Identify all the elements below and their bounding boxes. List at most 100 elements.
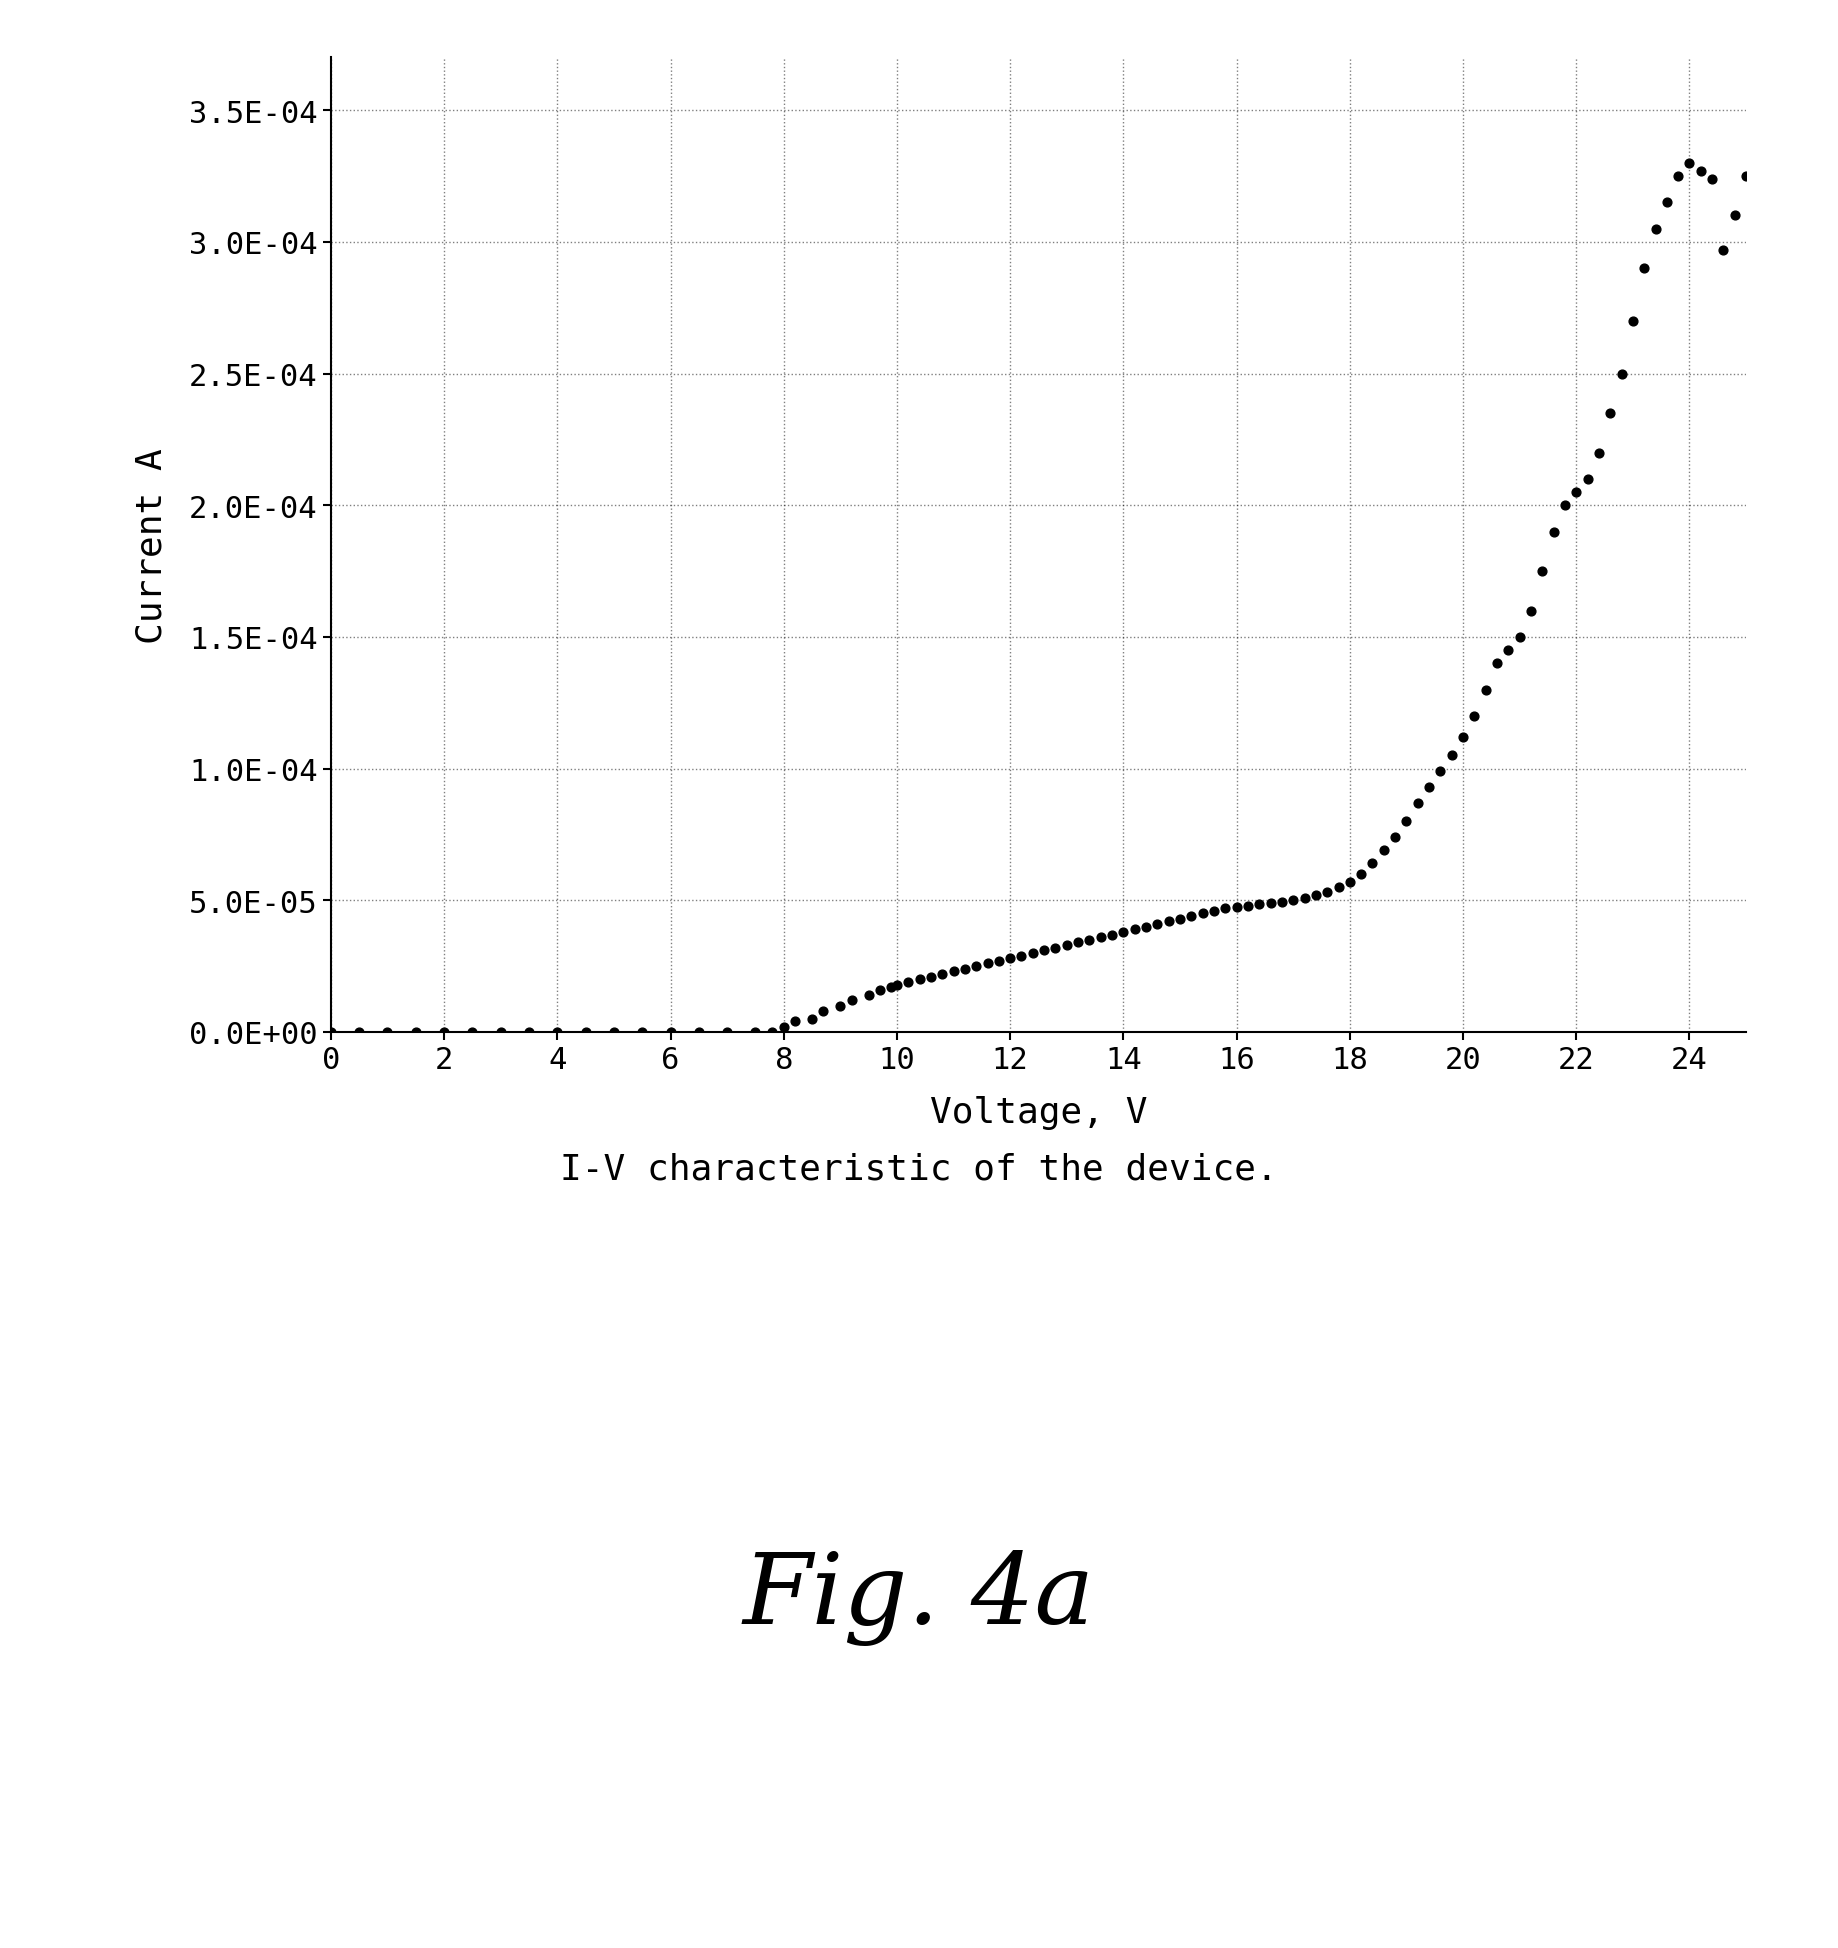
Point: [1279, 884, 1309, 916]
Point: [972, 949, 1002, 980]
Point: [1334, 867, 1364, 898]
Point: [599, 1017, 629, 1048]
Point: [1549, 491, 1579, 522]
Point: [893, 966, 923, 997]
Point: [1459, 701, 1489, 732]
Point: [1630, 253, 1660, 284]
Point: [1573, 464, 1603, 495]
Point: [1538, 516, 1568, 547]
Point: [877, 972, 906, 1003]
Point: [1097, 919, 1127, 951]
Point: [627, 1017, 656, 1048]
Point: [1075, 925, 1105, 956]
Point: [1391, 806, 1421, 838]
Point: [950, 955, 980, 986]
Point: [515, 1017, 544, 1048]
Point: [1165, 904, 1195, 935]
Point: [1698, 164, 1728, 195]
Point: [1369, 836, 1399, 867]
Point: [1448, 723, 1478, 754]
Point: [1663, 162, 1693, 193]
Point: [1051, 929, 1081, 960]
Point: [344, 1017, 373, 1048]
Text: Fig. 4a: Fig. 4a: [743, 1549, 1095, 1646]
Point: [757, 1017, 787, 1048]
Point: [1347, 859, 1377, 890]
Point: [983, 947, 1013, 978]
Point: [572, 1017, 601, 1048]
Point: [1674, 148, 1704, 179]
Point: [1426, 756, 1456, 787]
Point: [1119, 914, 1149, 945]
Point: [430, 1017, 460, 1048]
Point: [1720, 201, 1750, 232]
Y-axis label: Current A: Current A: [134, 448, 169, 643]
Point: [1595, 397, 1625, 429]
Point: [1154, 906, 1184, 937]
Point: [1527, 557, 1557, 588]
Point: [1029, 935, 1059, 966]
Point: [904, 964, 934, 995]
Point: [1266, 886, 1296, 918]
Point: [1437, 740, 1467, 771]
Point: [1176, 902, 1206, 933]
Point: [961, 951, 991, 982]
Point: [713, 1017, 743, 1048]
Point: [1494, 635, 1524, 666]
Point: [882, 970, 912, 1001]
X-axis label: Voltage, V: Voltage, V: [930, 1095, 1147, 1130]
Point: [855, 980, 884, 1011]
Point: [741, 1017, 770, 1048]
Point: [1211, 892, 1241, 923]
Point: [1470, 674, 1500, 705]
Point: [401, 1017, 430, 1048]
Point: [866, 974, 895, 1005]
Point: [1323, 873, 1353, 904]
Point: [1402, 787, 1432, 818]
Point: [1198, 896, 1228, 927]
Point: [1731, 162, 1761, 193]
Point: [1255, 888, 1285, 919]
Point: [781, 1007, 811, 1038]
Point: [1064, 927, 1094, 958]
Point: [1380, 822, 1410, 853]
Point: [1244, 888, 1274, 919]
Point: [1143, 910, 1173, 941]
Point: [684, 1017, 713, 1048]
Point: [542, 1017, 572, 1048]
Point: [1617, 306, 1647, 337]
Point: [1516, 596, 1546, 627]
Point: [825, 990, 855, 1021]
Point: [1481, 649, 1511, 680]
Point: [316, 1017, 346, 1048]
Point: [1358, 849, 1388, 880]
Point: [798, 1003, 827, 1034]
Point: [915, 962, 945, 993]
Point: [1233, 890, 1263, 921]
Text: I-V characteristic of the device.: I-V characteristic of the device.: [561, 1151, 1277, 1186]
Point: [1652, 187, 1682, 218]
Point: [1505, 621, 1535, 653]
Point: [1606, 358, 1636, 390]
Point: [656, 1017, 686, 1048]
Point: [1018, 937, 1048, 968]
Point: [1108, 918, 1138, 949]
Point: [1187, 898, 1217, 929]
Point: [768, 1011, 798, 1042]
Point: [1562, 477, 1592, 508]
Point: [373, 1017, 403, 1048]
Point: [809, 995, 838, 1027]
Point: [939, 956, 969, 988]
Point: [485, 1017, 515, 1048]
Point: [458, 1017, 487, 1048]
Point: [1290, 882, 1320, 914]
Point: [1222, 892, 1252, 923]
Point: [1584, 438, 1614, 469]
Point: [1301, 880, 1331, 912]
Point: [1086, 921, 1116, 953]
Point: [928, 958, 958, 990]
Point: [1007, 941, 1037, 972]
Point: [1312, 877, 1342, 908]
Point: [1132, 912, 1162, 943]
Point: [1641, 214, 1671, 245]
